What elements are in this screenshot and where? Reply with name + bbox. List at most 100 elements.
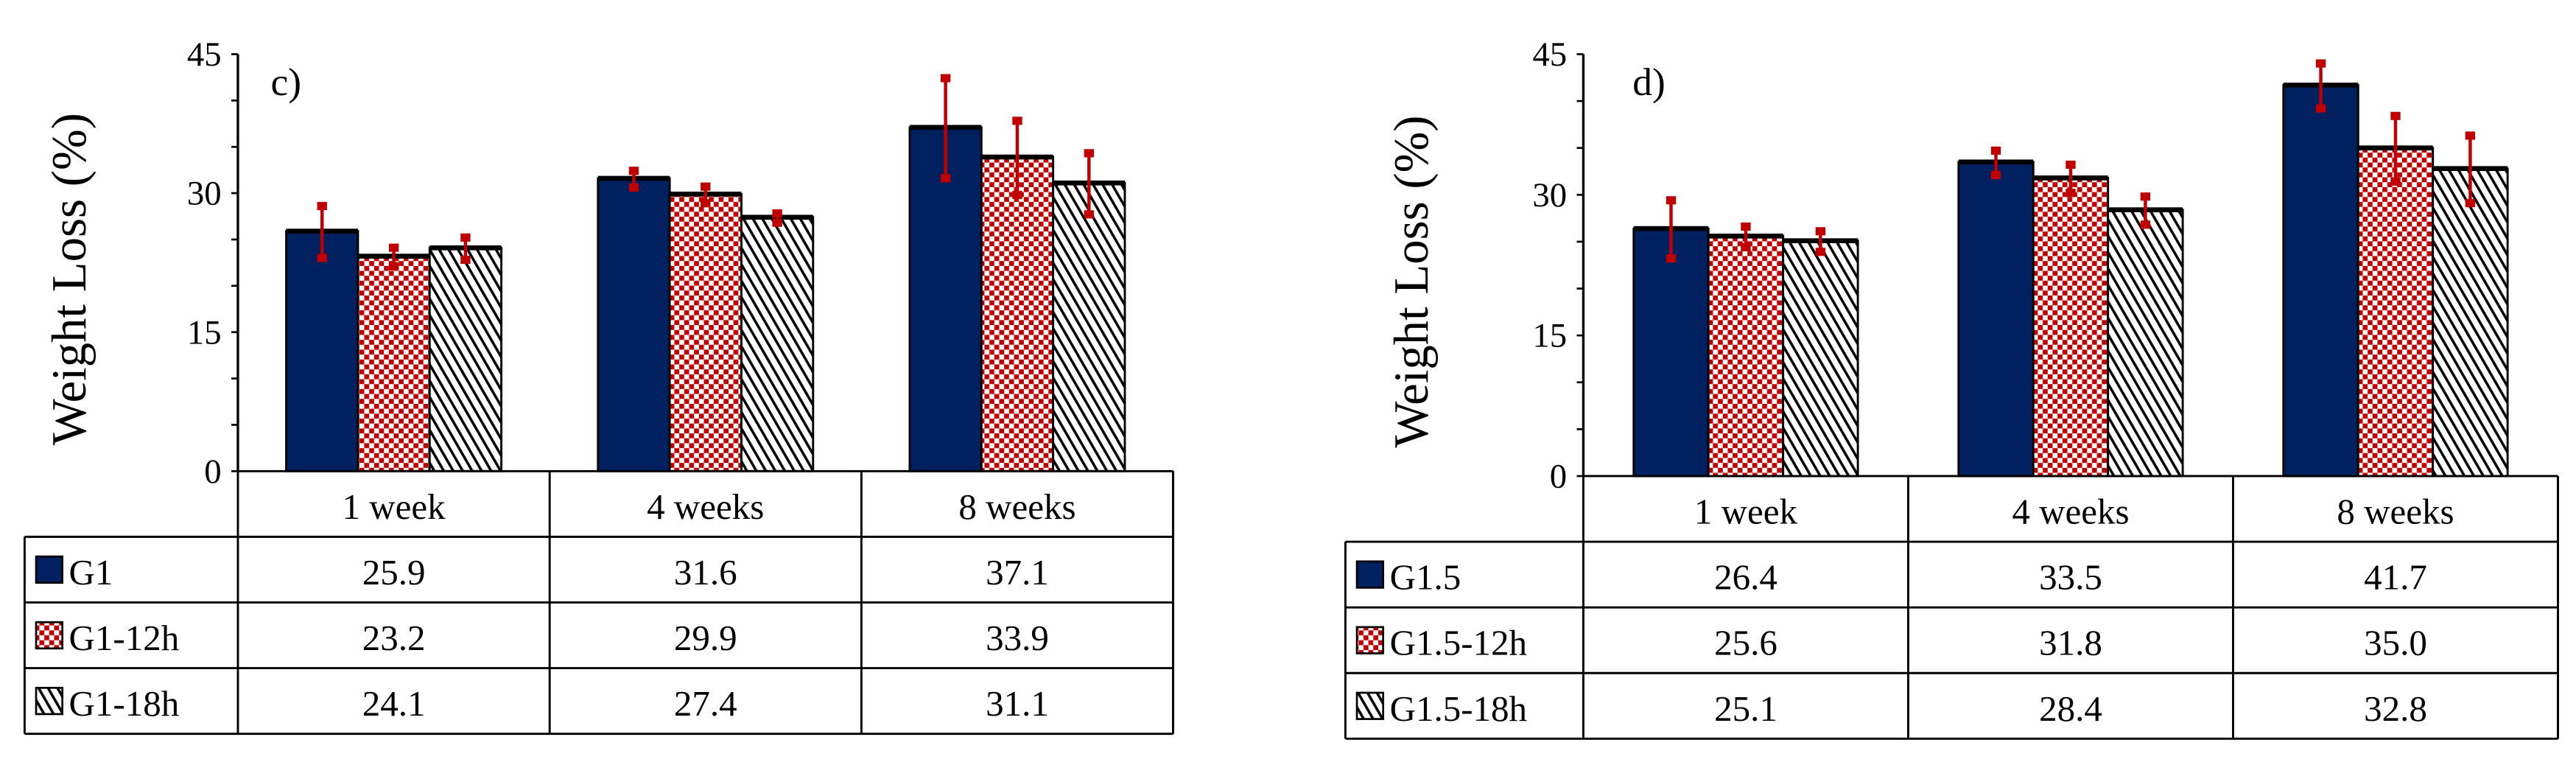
error-cap-top xyxy=(1741,222,1751,231)
data-label: 31.8 xyxy=(2039,623,2102,663)
error-cap-bottom xyxy=(460,255,471,265)
data-label: 41.7 xyxy=(2364,557,2427,598)
y-tick-label: 30 xyxy=(187,175,222,213)
error-cap-top xyxy=(1666,196,1677,205)
data-label: 25.9 xyxy=(362,552,426,593)
legend-label: G1.5-18h xyxy=(1390,688,1527,729)
error-cap-bottom xyxy=(2140,220,2151,229)
legend-label: G1.5 xyxy=(1390,557,1461,598)
y-tick-label: 0 xyxy=(1550,458,1567,496)
error-cap-bottom xyxy=(772,218,782,227)
error-cap-top xyxy=(388,243,399,252)
data-label: 33.9 xyxy=(986,618,1049,658)
bar-G1-1-week xyxy=(285,230,359,472)
data-label: 27.4 xyxy=(674,683,737,724)
legend-label: G1-18h xyxy=(69,683,180,724)
y-axis-label: Weight Loss (%) xyxy=(42,113,96,445)
error-cap-top xyxy=(772,209,782,218)
data-label: 29.9 xyxy=(674,618,737,658)
error-cap-top xyxy=(2066,160,2076,170)
bar-G1.5-1-week xyxy=(1632,227,1710,478)
error-cap-bottom xyxy=(1666,254,1677,263)
y-tick-label: 15 xyxy=(187,313,222,352)
error-cap-top xyxy=(628,167,639,175)
panel-d: 0 15 30 45 Weight Loss (%) d) 1 week 4 weeks 8 w… xyxy=(1344,35,2559,740)
legend-swatch-G1 xyxy=(35,555,63,584)
error-cap-top xyxy=(1990,146,2001,155)
panel-label: d) xyxy=(1632,60,1666,104)
bar-G1-12h-8-weeks xyxy=(980,156,1055,472)
category-label: 4 weeks xyxy=(2012,492,2129,532)
panel-c: 0 15 30 45 Weight Loss (%) c) 1 week 4 weeks 8 w… xyxy=(23,35,1175,736)
error-cap-bottom xyxy=(2465,199,2476,208)
error-cap-bottom xyxy=(1084,210,1094,219)
bar-G1.5-18h-8-weeks xyxy=(2432,167,2509,478)
error-cap-bottom xyxy=(317,254,327,262)
error-cap-bottom xyxy=(1741,242,1751,251)
error-cap-bottom xyxy=(2315,104,2326,113)
error-cap-bottom xyxy=(1815,248,1826,256)
data-label: 35.0 xyxy=(2364,623,2427,663)
legend-swatch-G1.5 xyxy=(1355,560,1385,589)
bar-G1-12h-4-weeks xyxy=(668,192,743,472)
error-cap-top xyxy=(940,74,951,83)
error-cap-top xyxy=(1012,116,1022,125)
data-label: 33.5 xyxy=(2039,557,2102,598)
error-cap-top xyxy=(1815,227,1826,236)
y-tick-label: 15 xyxy=(1532,317,1567,355)
category-label: 8 weeks xyxy=(958,486,1075,527)
bar-G1-18h-8-weeks xyxy=(1052,181,1126,472)
error-cap-top xyxy=(460,233,471,242)
data-label: 32.8 xyxy=(2364,688,2427,729)
error-cap-top xyxy=(2390,111,2401,120)
panel-label: c) xyxy=(271,60,302,104)
bar-G1-4-weeks xyxy=(597,177,671,472)
bar-G1-12h-1-week xyxy=(357,255,431,472)
bar-G1.5-12h-4-weeks xyxy=(2032,176,2110,478)
bar-G1-18h-1-week xyxy=(428,246,503,472)
error-cap-top xyxy=(2140,192,2151,201)
data-label: 26.4 xyxy=(1714,557,1777,598)
error-cap-top xyxy=(2315,59,2326,68)
bar-G1.5-4-weeks xyxy=(1957,161,2035,478)
category-label: 8 weeks xyxy=(2337,492,2454,532)
error-cap-top xyxy=(1084,149,1094,158)
category-label: 4 weeks xyxy=(647,486,764,527)
error-cap-bottom xyxy=(1012,190,1022,200)
data-label: 25.6 xyxy=(1714,623,1777,663)
error-cap-top xyxy=(317,201,327,211)
legend-swatch-G1.5-18h xyxy=(1355,691,1385,720)
legend-label: G1.5-12h xyxy=(1390,623,1527,663)
data-label: 31.6 xyxy=(674,552,737,593)
error-cap-bottom xyxy=(628,183,639,192)
data-label: 24.1 xyxy=(362,683,426,724)
legend-label: G1-12h xyxy=(69,618,180,658)
y-axis-label: Weight Loss (%) xyxy=(1384,115,1439,447)
data-label: 31.1 xyxy=(986,683,1049,724)
y-tick-label: 45 xyxy=(187,35,222,74)
y-tick-label: 30 xyxy=(1532,176,1567,214)
error-cap-bottom xyxy=(2390,177,2401,186)
error-cap-bottom xyxy=(2066,189,2076,198)
error-cap-bottom xyxy=(1990,170,2001,180)
error-cap-bottom xyxy=(701,199,711,208)
legend-swatch-G1.5-12h xyxy=(1355,626,1385,654)
legend-swatch-G1-18h xyxy=(35,686,63,716)
y-tick-label: 0 xyxy=(204,453,221,491)
error-cap-top xyxy=(701,182,711,191)
data-label: 37.1 xyxy=(986,552,1049,593)
bar-G1.5-8-weeks xyxy=(2282,84,2359,478)
data-label: 25.1 xyxy=(1714,688,1777,729)
bar-G1.5-18h-1-week xyxy=(1782,240,1859,478)
category-label: 1 week xyxy=(343,486,446,527)
error-cap-top xyxy=(2465,131,2476,140)
data-label: 28.4 xyxy=(2039,688,2102,729)
data-label: 23.2 xyxy=(362,618,426,658)
bar-G1.5-12h-8-weeks xyxy=(2356,147,2435,478)
category-label: 1 week xyxy=(1694,492,1798,532)
error-cap-bottom xyxy=(940,174,951,183)
bar-G1.5-18h-4-weeks xyxy=(2107,209,2184,478)
legend-label: G1 xyxy=(69,552,113,593)
error-cap-bottom xyxy=(388,262,399,270)
